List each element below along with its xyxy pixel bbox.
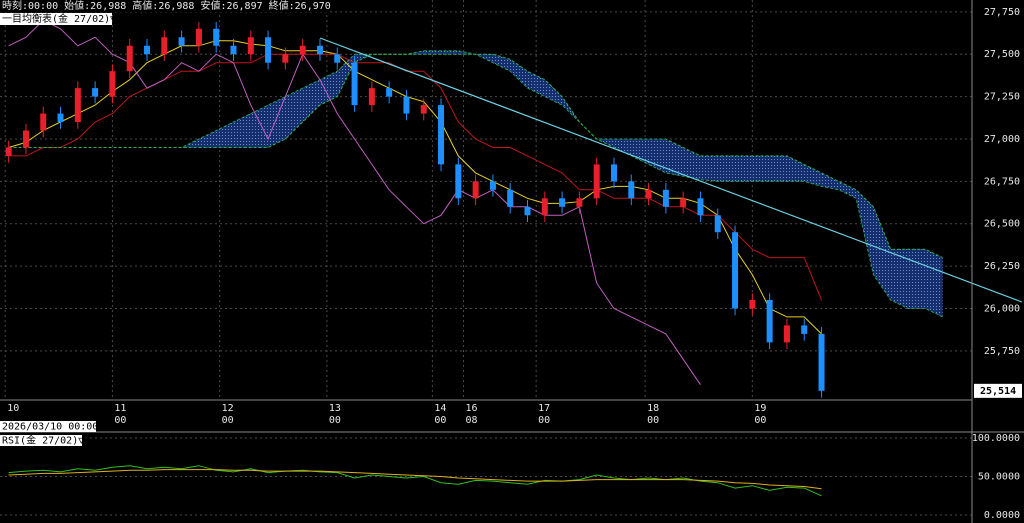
date-bg [0, 421, 96, 432]
subtitle-bg [0, 13, 112, 25]
candle-body [593, 164, 600, 199]
y-tick-label: 26,500 [984, 219, 1020, 230]
candle-body [489, 181, 496, 190]
candle-body [732, 232, 739, 309]
y-tick-label: 50.0000 [978, 472, 1020, 483]
y-tick-label: 27,000 [984, 134, 1020, 145]
candle-body [386, 88, 393, 97]
x-tick-time: 00 [329, 415, 341, 426]
rsi-line [8, 465, 822, 497]
candle-body [714, 215, 721, 233]
candle-body [576, 198, 583, 207]
y-tick-label: 0.0000 [984, 510, 1020, 521]
rsi-title-bg [0, 435, 82, 446]
x-tick-label: 19 [754, 403, 766, 414]
candle-body [5, 147, 12, 156]
x-tick-label: 17 [538, 403, 550, 414]
y-tick-label: 27,750 [984, 7, 1020, 18]
candle-body [697, 198, 704, 216]
candle-body [559, 198, 566, 207]
trend-line [319, 37, 1023, 303]
x-tick-time: 00 [434, 415, 446, 426]
candle-body [472, 181, 479, 199]
x-tick-label: 13 [329, 403, 341, 414]
candle-body [213, 28, 220, 46]
chart-subtitle[interactable]: 一目均衡表(金 27/02)▽X [2, 12, 122, 25]
y-tick-label: 100.0000 [972, 433, 1020, 444]
candle-body [178, 37, 185, 46]
indicator-line [8, 53, 943, 259]
x-tick-label: 12 [222, 403, 234, 414]
candle-body [161, 37, 168, 55]
y-tick-label: 27,500 [984, 49, 1020, 60]
y-tick-label: 26,250 [984, 261, 1020, 272]
candle-body [247, 37, 254, 55]
candle-body [438, 105, 445, 165]
candle-body [749, 300, 756, 309]
candle-body [195, 28, 202, 46]
y-tick-label: 25,750 [984, 346, 1020, 357]
x-tick-label: 14 [434, 403, 446, 414]
candle-body [524, 206, 531, 216]
candle-body [420, 105, 427, 114]
candle-body [680, 198, 687, 207]
candle-body [403, 96, 410, 114]
last-price-label: 25,514 [980, 386, 1016, 397]
candle-body [22, 130, 29, 148]
candle-body [230, 45, 237, 55]
x-tick-time: 00 [114, 415, 126, 426]
candle-body [610, 164, 617, 182]
candle-body [801, 325, 808, 334]
candle-body [74, 88, 81, 123]
candle-body [628, 181, 635, 199]
candle-body [299, 45, 306, 55]
y-tick-label: 26,000 [984, 303, 1020, 314]
candle-body [57, 113, 64, 123]
x-tick-label: 16 [466, 403, 478, 414]
candle-body [351, 62, 358, 106]
x-tick-time: 08 [466, 415, 478, 426]
x-tick-label: 18 [647, 403, 659, 414]
candle-body [645, 189, 652, 199]
candle-body [766, 300, 773, 343]
candle-body [455, 164, 462, 199]
x-tick-time: 00 [538, 415, 550, 426]
candle-body [144, 45, 151, 55]
candle-body [368, 88, 375, 106]
candle-body [40, 113, 47, 131]
candle-body [818, 333, 825, 391]
candle-body [109, 71, 116, 97]
candle-body [265, 37, 272, 63]
candle-body [282, 54, 289, 63]
y-tick-label: 27,250 [984, 92, 1020, 103]
candle-body [334, 54, 341, 63]
candle-body [126, 45, 133, 72]
rsi-line [8, 469, 822, 490]
candle-body [507, 189, 514, 207]
header-bg [0, 0, 330, 12]
last-price-box [974, 383, 1022, 398]
y-tick-label: 26,750 [984, 176, 1020, 187]
candle-body [541, 198, 548, 216]
x-tick-time: 00 [754, 415, 766, 426]
plot-layer [0, 0, 972, 516]
x-tick-time: 00 [647, 415, 659, 426]
candle-body [783, 325, 790, 343]
chart-title: 時刻:00:00 始値:26,988 高値:26,988 安値:26,897 終… [2, 0, 331, 12]
indicator-line [8, 53, 822, 301]
candle-body [92, 88, 99, 97]
date-label: 2026/03/10 00:00 [2, 422, 98, 433]
rsi-title[interactable]: RSI(金 27/02)▽X [2, 434, 90, 447]
indicator-line [8, 19, 701, 385]
x-tick-label: 11 [114, 403, 126, 414]
candle-body [662, 189, 669, 207]
x-tick-time: 00 [222, 415, 234, 426]
candle-body [316, 45, 323, 55]
x-tick-label: 10 [7, 403, 19, 414]
